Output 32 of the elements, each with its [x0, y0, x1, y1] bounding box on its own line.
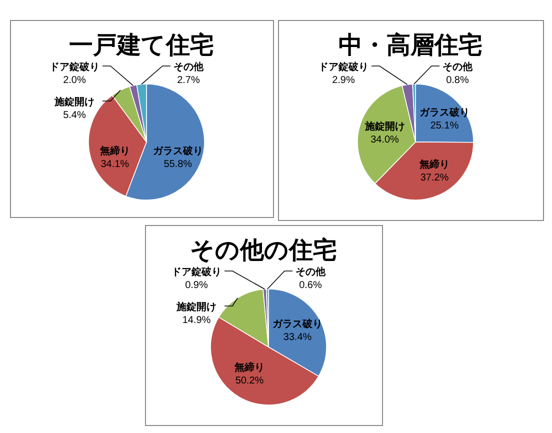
data-label: 33.4% — [283, 332, 312, 344]
data-label: 50.2% — [235, 375, 264, 386]
data-label: 0.8% — [446, 75, 470, 86]
slice-label: 無締り — [234, 361, 264, 374]
slice-label: その他 — [174, 61, 204, 73]
data-label: 0.6% — [299, 280, 322, 291]
slice-label: ドア錠破り — [172, 266, 222, 278]
slice-label: 施錠開け — [54, 96, 94, 108]
chart-title: その他の住宅 — [190, 236, 337, 264]
slice-label: ドア錠破り — [50, 61, 100, 73]
slice-label: 施錠開け — [176, 301, 216, 313]
slice-label: ドア錠破り — [318, 61, 368, 73]
slice-label: ガラス破り — [272, 318, 322, 330]
data-label: 34.1% — [100, 159, 130, 170]
data-label: 0.9% — [185, 280, 208, 291]
slice-label: その他 — [296, 266, 326, 278]
data-label: 34.0% — [370, 134, 400, 146]
data-label: 5.4% — [63, 110, 86, 121]
chart-title: 中・高層住宅 — [338, 31, 482, 59]
data-label: 2.9% — [332, 75, 356, 86]
data-label: 25.1% — [430, 120, 459, 132]
slice-label: 施錠開け — [364, 120, 405, 132]
slice-label: 無締り — [418, 158, 450, 170]
data-label: 37.2% — [420, 172, 449, 184]
slice-label: 無締り — [98, 145, 130, 157]
slice-label: その他 — [442, 61, 474, 73]
data-label: 14.9% — [182, 315, 211, 326]
data-label: 55.8% — [164, 159, 192, 170]
slice-label: ガラス破り — [152, 145, 203, 157]
chart-title: 一戸建て住宅 — [69, 31, 214, 59]
data-label: 2.0% — [63, 75, 86, 86]
data-label: 2.7% — [177, 75, 200, 86]
